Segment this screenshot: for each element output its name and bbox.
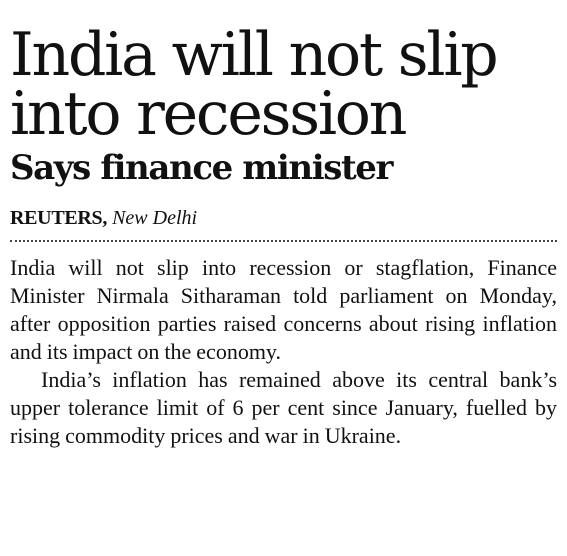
body-paragraph-2: India’s inflation has remained above its… (10, 367, 557, 448)
byline-dateline: New Delhi (112, 207, 198, 229)
news-article: India will not slip into recession Says … (10, 0, 557, 450)
byline: REUTERS, New Delhi (10, 206, 557, 230)
subheadline: Says finance minister (10, 148, 393, 188)
body-paragraph-1: India will not slip into recession or st… (10, 255, 557, 364)
dotted-divider (10, 240, 557, 242)
byline-agency: REUTERS, (10, 207, 108, 229)
article-body: India will not slip into recession or st… (10, 254, 557, 450)
headline: India will not slip into recession (10, 20, 499, 149)
